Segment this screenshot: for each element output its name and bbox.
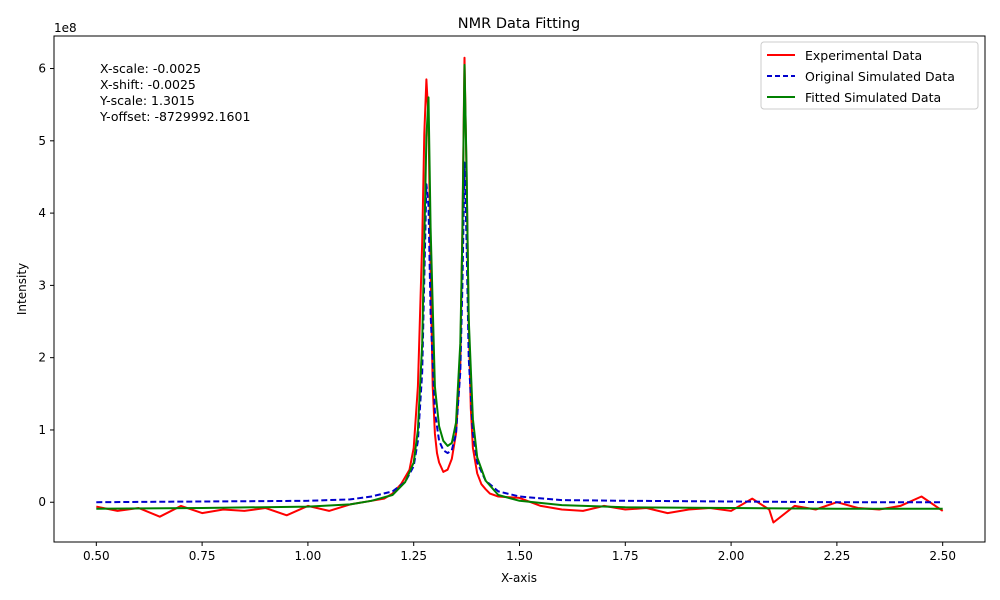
legend: Experimental Data Original Simulated Dat… — [760, 41, 979, 110]
legend-frame — [760, 41, 979, 110]
annotation-line: Y-scale: 1.3015 — [99, 93, 195, 108]
x-tick-label: 2.25 — [824, 549, 851, 563]
legend-label: Original Simulated Data — [805, 69, 955, 84]
x-tick-label: 2.50 — [929, 549, 956, 563]
x-tick-label: 1.50 — [506, 549, 533, 563]
y-tick-label: 2 — [38, 351, 46, 365]
annotation-box: X-scale: -0.0025 X-shift: -0.0025 Y-scal… — [99, 61, 250, 124]
legend-label: Fitted Simulated Data — [805, 90, 941, 105]
annotation-line: X-scale: -0.0025 — [100, 61, 201, 76]
original-simulated-data-line — [96, 161, 943, 504]
x-tick-label: 1.25 — [400, 549, 427, 563]
y-tick-label: 5 — [38, 134, 46, 148]
chart-title: NMR Data Fitting — [458, 16, 580, 32]
y-tick-label: 4 — [38, 206, 46, 220]
x-axis: 0.50 0.75 1.00 1.25 1.50 1.75 2.00 2.25 2.50 — [83, 542, 956, 563]
y-tick-label: 6 — [38, 62, 46, 76]
annotation-line: X-shift: -0.0025 — [100, 77, 196, 92]
x-tick-label: 1.75 — [612, 549, 639, 563]
annotation-line: Y-offset: -8729992.1601 — [99, 109, 250, 124]
x-tick-label: 0.75 — [189, 549, 216, 563]
x-tick-label: 0.50 — [83, 549, 110, 563]
fitted-simulated-data-line — [96, 63, 943, 510]
y-axis: 0 1 2 3 4 5 6 — [38, 62, 54, 509]
y-tick-label: 0 — [38, 495, 46, 509]
y-axis-multiplier: 1e8 — [54, 21, 77, 35]
x-tick-label: 1.00 — [295, 549, 322, 563]
experimental-data-line — [96, 56, 944, 524]
y-axis-label: Intensity — [15, 263, 29, 315]
x-tick-label: 2.00 — [718, 549, 745, 563]
x-axis-label: X-axis — [501, 571, 537, 585]
legend-label: Experimental Data — [805, 48, 922, 63]
y-tick-label: 3 — [38, 278, 46, 292]
y-tick-label: 1 — [38, 423, 46, 437]
plot-area — [96, 56, 944, 524]
